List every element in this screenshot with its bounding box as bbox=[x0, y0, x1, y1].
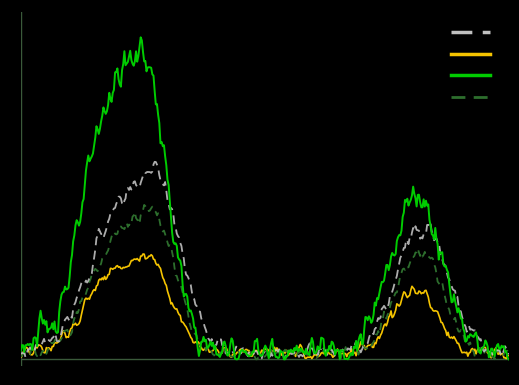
Legend: , , , : , , , bbox=[447, 22, 497, 109]
